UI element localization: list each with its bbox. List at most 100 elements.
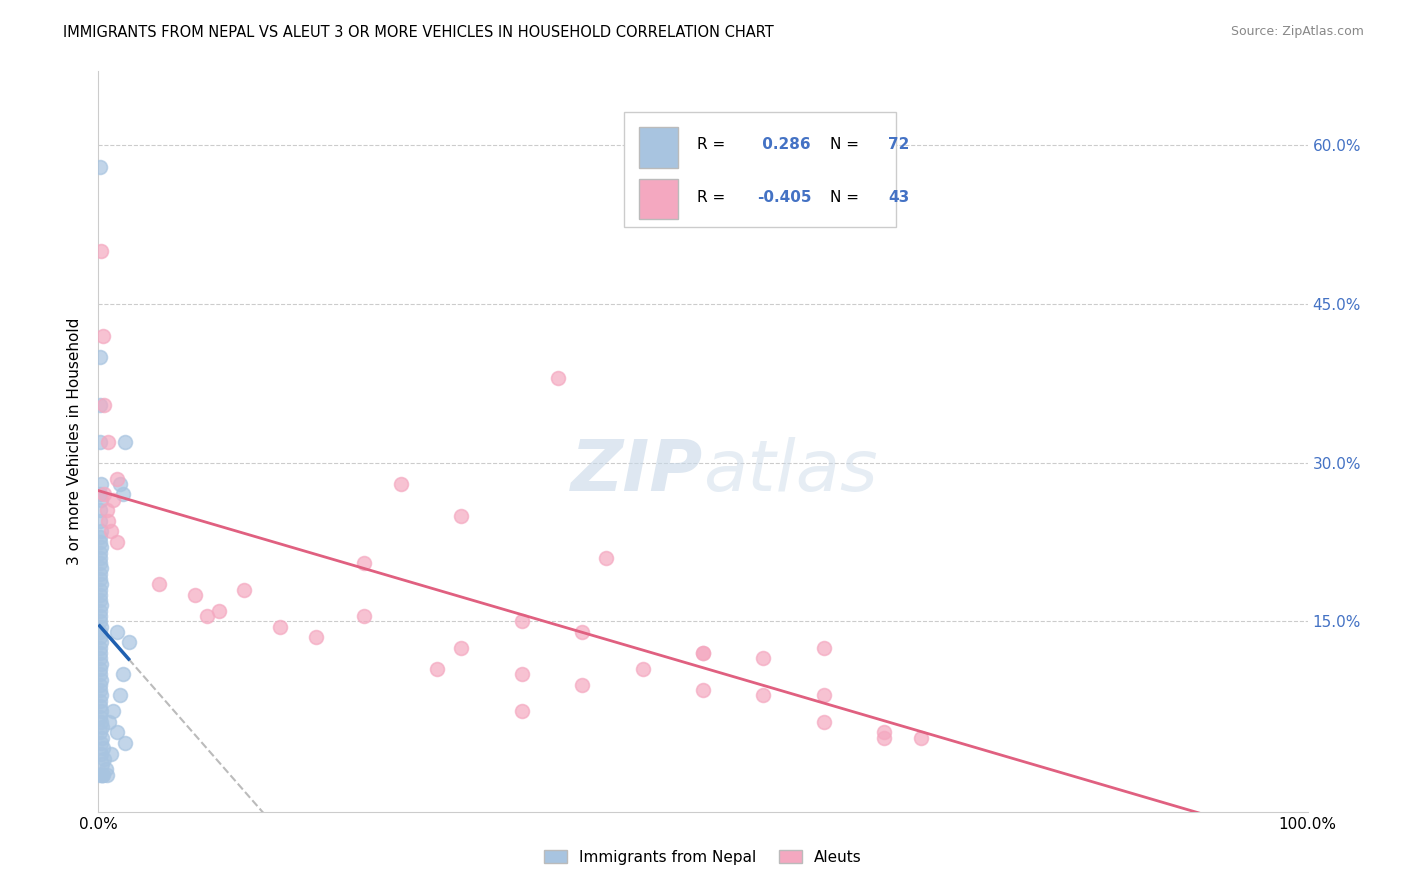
Point <box>89 662 111 676</box>
Point <box>148 577 170 591</box>
Point <box>873 725 896 739</box>
Point <box>91 767 114 781</box>
Point <box>89 667 111 681</box>
Point <box>91 328 114 343</box>
Point <box>93 398 115 412</box>
Text: R =: R = <box>697 190 730 205</box>
Point <box>90 244 112 259</box>
Point <box>105 725 128 739</box>
Point <box>389 476 412 491</box>
Point <box>118 635 141 649</box>
Point <box>105 472 128 486</box>
Point <box>269 620 291 634</box>
Point <box>692 646 714 660</box>
Point <box>89 694 111 708</box>
Point <box>813 640 835 655</box>
Point <box>90 714 112 729</box>
Point <box>89 604 111 618</box>
Point <box>89 550 111 565</box>
Point <box>96 767 118 781</box>
Point <box>89 514 111 528</box>
Point <box>89 350 111 364</box>
Text: R =: R = <box>697 137 730 153</box>
Point <box>97 514 120 528</box>
Point <box>90 704 112 718</box>
Point <box>89 434 111 449</box>
Point <box>89 725 111 739</box>
Point <box>631 662 654 676</box>
Point <box>90 561 112 575</box>
Point <box>90 747 112 761</box>
Text: 72: 72 <box>889 137 910 153</box>
Text: 0.286: 0.286 <box>758 137 811 153</box>
Point <box>89 615 111 629</box>
Y-axis label: 3 or more Vehicles in Household: 3 or more Vehicles in Household <box>67 318 83 566</box>
Point <box>90 620 112 634</box>
Point <box>100 524 122 539</box>
Point <box>91 767 114 781</box>
Point <box>89 678 111 692</box>
Point <box>752 689 775 703</box>
Text: N =: N = <box>830 190 863 205</box>
Point <box>93 487 115 501</box>
Point <box>910 731 932 745</box>
Point <box>90 577 112 591</box>
Point <box>90 524 112 539</box>
Bar <box>638 127 678 168</box>
Point <box>232 582 254 597</box>
Point <box>90 492 112 507</box>
Point <box>101 704 124 718</box>
Text: -0.405: -0.405 <box>758 190 811 205</box>
Point <box>89 503 111 517</box>
Point <box>510 615 533 629</box>
FancyBboxPatch shape <box>624 112 897 227</box>
Point <box>90 476 112 491</box>
Point <box>89 624 111 639</box>
Point <box>90 599 112 613</box>
Text: 43: 43 <box>889 190 910 205</box>
Point <box>111 487 134 501</box>
Point <box>91 741 114 756</box>
Point <box>89 556 111 570</box>
Text: Source: ZipAtlas.com: Source: ZipAtlas.com <box>1230 25 1364 38</box>
Text: atlas: atlas <box>703 437 877 506</box>
Point <box>305 630 328 644</box>
Point <box>752 651 775 665</box>
Point <box>89 767 111 781</box>
Point <box>450 640 472 655</box>
Point <box>89 530 111 544</box>
Point <box>89 398 111 412</box>
Point <box>195 609 218 624</box>
Point <box>510 704 533 718</box>
Point <box>89 646 111 660</box>
Point <box>97 434 120 449</box>
Point <box>91 731 114 745</box>
Point <box>89 160 111 174</box>
Point <box>90 736 112 750</box>
Legend: Immigrants from Nepal, Aleuts: Immigrants from Nepal, Aleuts <box>537 844 869 871</box>
Point <box>89 582 111 597</box>
Point <box>93 752 115 766</box>
Point <box>426 662 449 676</box>
Point <box>89 572 111 586</box>
Point <box>353 609 375 624</box>
Point <box>813 714 835 729</box>
Point <box>101 492 124 507</box>
Point <box>98 714 121 729</box>
Point <box>100 747 122 761</box>
Point <box>89 709 111 723</box>
Point <box>353 556 375 570</box>
Point <box>90 689 112 703</box>
Point <box>89 630 111 644</box>
Text: ZIP: ZIP <box>571 437 703 506</box>
Point <box>94 763 117 777</box>
Point <box>108 476 131 491</box>
Point <box>90 541 112 555</box>
Point <box>105 535 128 549</box>
Point <box>692 683 714 698</box>
Point <box>89 698 111 713</box>
Point <box>89 651 111 665</box>
Text: N =: N = <box>830 137 863 153</box>
Point <box>510 667 533 681</box>
Point <box>571 624 593 639</box>
